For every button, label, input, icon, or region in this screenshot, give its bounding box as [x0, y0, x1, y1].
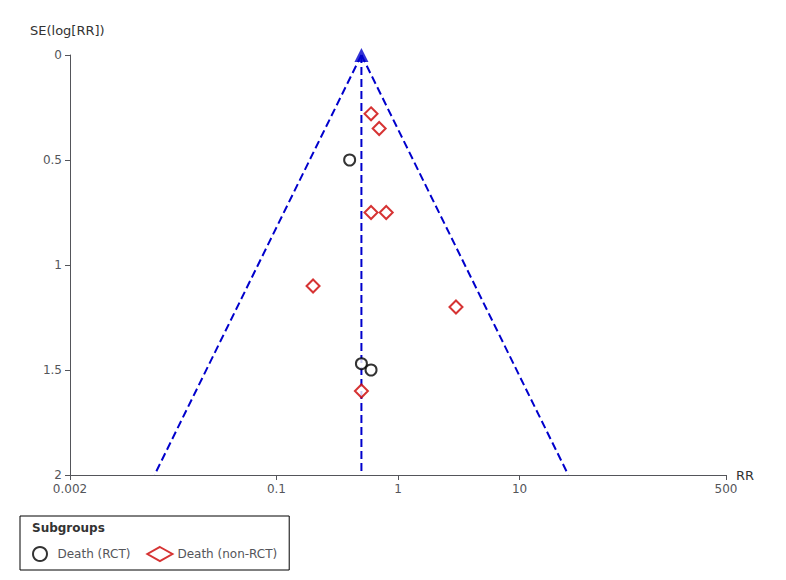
- svg-text:500: 500: [715, 482, 738, 496]
- svg-text:0.5: 0.5: [43, 153, 62, 167]
- svg-text:Death (non-RCT): Death (non-RCT): [177, 547, 277, 561]
- svg-text:1.5: 1.5: [43, 363, 62, 377]
- svg-text:RR: RR: [736, 468, 754, 483]
- svg-text:0.1: 0.1: [267, 482, 286, 496]
- svg-text:0.002: 0.002: [53, 482, 87, 496]
- svg-text:SE(log[RR]): SE(log[RR]): [30, 23, 105, 38]
- svg-text:1: 1: [54, 258, 62, 272]
- svg-text:Death (RCT): Death (RCT): [58, 547, 131, 561]
- svg-text:2: 2: [54, 468, 62, 482]
- svg-text:10: 10: [512, 482, 527, 496]
- svg-text:0: 0: [54, 48, 62, 62]
- svg-text:1: 1: [394, 482, 402, 496]
